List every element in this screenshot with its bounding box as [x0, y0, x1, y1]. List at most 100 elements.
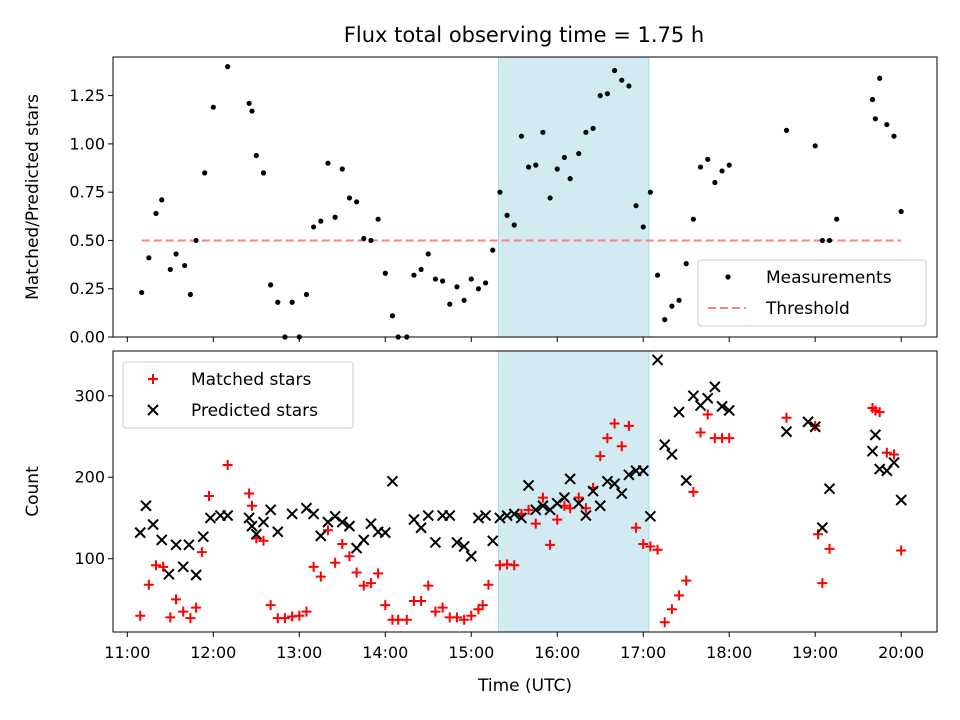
data-point	[170, 539, 182, 551]
data-point	[567, 176, 573, 182]
y-tick-label: 0.00	[69, 328, 105, 347]
data-point	[418, 266, 424, 273]
data-point	[437, 602, 448, 613]
data-point	[165, 612, 176, 623]
data-point	[482, 280, 489, 286]
data-point	[222, 460, 233, 471]
data-point	[651, 354, 664, 366]
data-point	[719, 168, 725, 174]
data-point	[190, 569, 202, 581]
data-point	[809, 421, 821, 433]
data-point	[191, 602, 202, 613]
data-point	[187, 291, 193, 298]
data-point	[595, 451, 606, 462]
data-point	[576, 150, 582, 157]
data-point	[308, 561, 319, 572]
data-point	[325, 160, 331, 166]
data-point	[896, 545, 907, 556]
x-tick-label: 14:00	[362, 643, 408, 662]
data-point	[197, 530, 209, 543]
legend-label: Predicted stars	[191, 401, 318, 421]
x-tick-label: 20:00	[878, 643, 924, 662]
data-point	[202, 170, 208, 176]
data-point	[422, 509, 434, 522]
data-point	[386, 475, 399, 488]
data-point	[185, 613, 196, 624]
x-tick-label: 11:00	[104, 643, 150, 662]
data-point	[673, 406, 685, 418]
data-point	[472, 512, 485, 524]
data-point	[351, 567, 362, 578]
legend-marker	[147, 404, 159, 416]
data-point	[583, 129, 589, 135]
data-point	[616, 487, 628, 500]
data-point	[465, 550, 477, 562]
data-point	[688, 486, 699, 497]
data-point	[490, 247, 496, 253]
data-point	[645, 541, 656, 552]
data-point	[533, 162, 539, 168]
data-point	[447, 301, 453, 307]
data-point	[666, 604, 677, 615]
data-point	[265, 600, 276, 611]
data-point	[523, 504, 534, 515]
data-point	[461, 297, 467, 303]
data-point	[178, 606, 189, 617]
data-point	[250, 528, 263, 540]
x-tick-label: 15:00	[448, 643, 494, 662]
x-tick-label: 19:00	[792, 643, 838, 662]
data-point	[393, 614, 404, 625]
data-point	[477, 600, 488, 611]
data-point	[167, 266, 173, 273]
data-point	[423, 580, 434, 591]
data-point	[869, 429, 882, 441]
data-point	[140, 500, 152, 512]
data-point	[196, 547, 207, 558]
data-point	[626, 83, 632, 89]
data-point	[525, 164, 532, 170]
data-point	[268, 282, 274, 288]
legend-label: Threshold	[765, 299, 850, 319]
data-point	[466, 610, 477, 621]
data-point	[135, 610, 146, 621]
y-tick-label: 1.00	[69, 134, 105, 153]
data-point	[257, 516, 270, 528]
data-point	[307, 508, 320, 520]
data-point	[497, 189, 503, 195]
data-point	[823, 482, 836, 495]
data-point	[895, 494, 907, 506]
data-point	[604, 91, 611, 97]
data-point	[249, 108, 255, 114]
data-point	[551, 497, 563, 510]
data-point	[247, 500, 258, 511]
series-predicted-stars	[134, 354, 907, 581]
data-point	[243, 512, 255, 524]
data-point	[530, 518, 541, 529]
data-point	[225, 64, 231, 70]
data-point	[425, 251, 431, 257]
data-point	[726, 162, 732, 168]
data-point	[877, 75, 883, 81]
data-point	[246, 100, 252, 106]
data-point	[537, 500, 549, 512]
legend-box	[697, 259, 927, 327]
data-point	[303, 291, 310, 298]
data-point	[687, 390, 700, 402]
bottom-panel: 100 200 300 11:00 12:00 13:00 14:00 15:00 16:00 1…	[23, 350, 938, 696]
data-point	[294, 610, 305, 621]
data-point	[286, 508, 298, 520]
data-point	[676, 297, 682, 303]
data-point	[182, 262, 188, 269]
data-point	[193, 237, 199, 244]
data-point	[783, 127, 790, 133]
x-axis-label: Time (UTC)	[477, 676, 572, 696]
data-point	[545, 539, 556, 550]
axes-frame	[112, 56, 938, 338]
data-point	[368, 237, 374, 244]
legend-box	[122, 361, 354, 429]
y-tick-label: 0.50	[69, 231, 105, 250]
data-point	[468, 276, 474, 282]
data-point	[365, 578, 376, 589]
data-point	[716, 400, 728, 413]
